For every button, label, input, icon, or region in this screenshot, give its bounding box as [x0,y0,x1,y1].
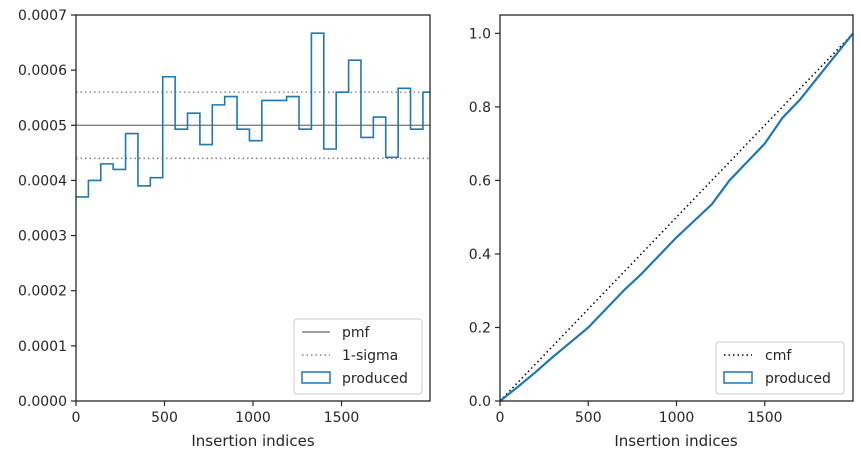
produced-cumulative-line [499,32,854,402]
y-tick-label: 0.0006 [18,63,67,79]
produced-histogram [76,32,430,198]
x-tick-label: 1500 [324,410,360,426]
left-x-axis-label: Insertion indices [191,432,314,450]
histogram-bin [361,135,373,139]
y-tick-label: 0.0004 [18,173,67,189]
histogram-bin [163,75,175,79]
left-legend: pmf 1-sigma produced [293,318,423,395]
histogram-bin [138,184,150,188]
x-tick-label: 0 [72,410,81,426]
histogram-bin [423,90,430,94]
histogram-bin [299,127,311,131]
histogram-bin [188,111,200,115]
legend-produced-label: produced [342,371,408,387]
x-tick-label: 500 [575,410,602,426]
x-tick-label: 500 [151,410,178,426]
y-tick-label: 0.0000 [18,394,67,410]
histogram-bin [113,167,125,171]
right-legend: cmf produced [715,341,845,395]
legend-produced-swatch [301,371,331,384]
y-tick-label: 0.0003 [18,229,67,245]
left-axis-ticks: 0 500 1000 1500 0.0000 0.0001 0.0002 0.0003 0.00… [18,8,359,426]
pmf-plot-area [76,31,430,199]
histogram-bin [88,178,100,182]
y-tick-label: 0.0007 [18,8,67,24]
x-tick-label: 1000 [659,410,695,426]
legend-pmf-label: pmf [342,325,371,341]
histogram-bin [324,147,336,151]
histogram-bin [349,58,361,62]
legend-1-sigma-label: 1-sigma [342,348,398,364]
histogram-bin [411,127,423,131]
y-tick-label: 0.8 [469,100,491,116]
pmf-histogram-panel: 0 500 1000 1500 0.0000 0.0001 0.0002 0.0003 0.00… [18,8,431,450]
cmf-panel: 0 500 1000 1500 0.0 0.2 0.4 0.6 0.8 1.0 Insertion… [469,14,854,450]
histogram-bin [398,86,410,90]
cmf-plot-area [499,32,854,402]
left-legend-frame [293,318,423,395]
y-tick-label: 0.2 [469,320,491,336]
right-axis-ticks: 0 500 1000 1500 0.0 0.2 0.4 0.6 0.8 1.0 [469,26,783,426]
histogram-bin [150,176,162,180]
histogram-bin [311,31,323,35]
histogram-bin [200,143,212,147]
histogram-bin [175,127,187,131]
y-tick-label: 1.0 [469,26,491,42]
histogram-bin [101,162,113,166]
histogram-bin [76,195,88,199]
histogram-bin [262,98,274,102]
legend-cmf-label: cmf [765,348,792,364]
histogram-bin [212,103,224,107]
histogram-bin [287,95,299,99]
x-tick-label: 0 [496,410,505,426]
histogram-bin [225,95,237,99]
histogram-bin [274,98,286,102]
histogram-bin [249,139,261,143]
right-x-axis-label: Insertion indices [614,432,737,450]
y-tick-label: 0.4 [469,247,491,263]
x-tick-label: 1000 [235,410,271,426]
y-tick-label: 0.6 [469,173,491,189]
x-tick-label: 1500 [747,410,783,426]
y-tick-label: 0.0002 [18,284,67,300]
y-tick-label: 0.0 [469,394,491,410]
legend-produced-swatch-right [723,371,753,384]
histogram-bin [373,115,385,119]
legend-produced-label-right: produced [765,371,831,387]
histogram-bin [386,155,398,159]
histogram-bin [336,90,348,94]
histogram-bin [126,132,138,136]
y-tick-label: 0.0001 [18,339,67,355]
histogram-bin [237,127,249,131]
y-tick-label: 0.0005 [18,118,67,134]
